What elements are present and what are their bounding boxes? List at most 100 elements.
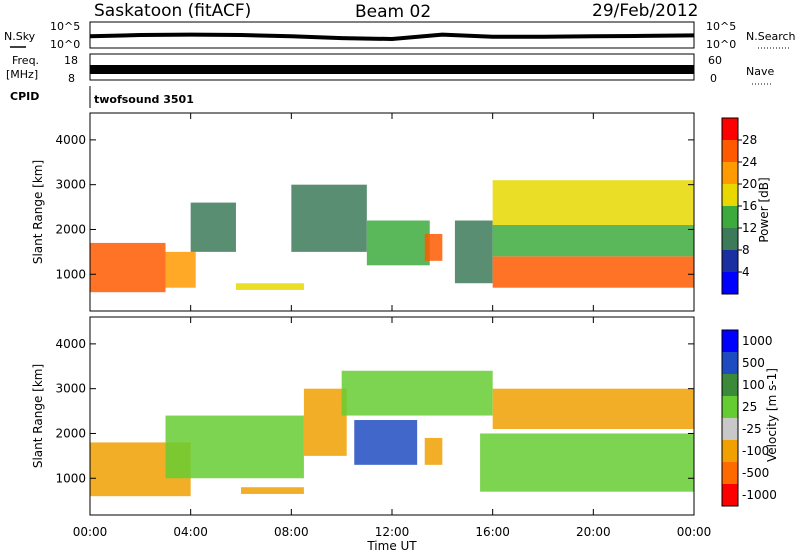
- noise-right-tick-top: 10^5: [706, 20, 736, 33]
- velocity-region: [303, 388, 347, 456]
- velocity-panel: 1000 2000 3000 4000 Slant Range [km]: [31, 316, 695, 516]
- power-panel: 1000 2000 3000 4000 Slant Range [km]: [31, 112, 695, 312]
- velocity-cbar-swatch: [722, 396, 738, 418]
- power-axes: 1000 2000 3000 4000: [55, 113, 695, 311]
- velocity-cbar-swatch: [722, 462, 738, 484]
- freq-right-tick-bottom: 0: [710, 72, 717, 85]
- velocity-region: [424, 437, 443, 465]
- power-cbar-swatch: [722, 272, 738, 294]
- velocity-cbar-tick-label: 100: [742, 378, 765, 392]
- power-region: [492, 256, 694, 288]
- velocity-cbar-tick-label: -25: [742, 422, 762, 436]
- power-region: [366, 220, 430, 266]
- x-tick-label: 12:00: [375, 525, 410, 539]
- power-cbar-swatch: [722, 250, 738, 272]
- velocity-axes: 1000 2000 3000 4000: [55, 317, 695, 515]
- power-ytick-label: 1000: [55, 267, 86, 281]
- velocity-cbar-swatch: [722, 484, 738, 506]
- noise-trace: [89, 32, 695, 42]
- velocity-ytick-label: 2000: [55, 426, 86, 440]
- velocity-region: [241, 487, 304, 494]
- cpid-program: twofsound 3501: [94, 93, 194, 106]
- velocity-cbar-tick-label: -100: [742, 444, 769, 458]
- freq-right-label: Nave: [746, 65, 774, 78]
- noise-line: [89, 32, 695, 42]
- velocity-cbar-swatch: [722, 330, 738, 352]
- power-cbar-swatch: [722, 162, 738, 184]
- velocity-ylabel: Slant Range [km]: [31, 364, 45, 468]
- noise-right-label: N.Search: [746, 30, 796, 43]
- power-cbar-tick-label: 24: [742, 155, 757, 169]
- x-axis-title: Time UT: [366, 539, 417, 553]
- cpid-panel: CPID twofsound 3501: [10, 86, 194, 108]
- power-region: [190, 202, 236, 252]
- power-region: [492, 224, 694, 257]
- power-ytick-label: 2000: [55, 222, 86, 236]
- freq-left-tick-bottom: 8: [68, 72, 75, 85]
- velocity-cbar-tick-label: 1000: [742, 334, 773, 348]
- power-ytick-label: 4000: [55, 133, 86, 147]
- x-tick-label: 04:00: [173, 525, 208, 539]
- x-tick-label: 08:00: [274, 525, 309, 539]
- velocity-region: [165, 415, 304, 479]
- station-title: Saskatoon (fitACF): [94, 1, 251, 21]
- velocity-region: [354, 420, 418, 465]
- power-region: [165, 251, 196, 288]
- velocity-colorbar: Velocity [m s-1] 1000 500 100 25 -25 -100 -500…: [721, 329, 779, 507]
- velocity-region: [492, 388, 694, 429]
- velocity-region: [480, 433, 694, 492]
- date-title: 29/Feb/2012: [592, 1, 698, 21]
- velocity-ytick-label: 1000: [55, 471, 86, 485]
- freq-left-label-2: [MHz]: [6, 68, 38, 81]
- freq-band: [90, 65, 694, 74]
- power-colorbar: Power [dB] 4 8 12 16 20 24 28: [721, 117, 771, 295]
- power-region: [492, 180, 694, 225]
- x-tick-label: 16:00: [475, 525, 510, 539]
- power-cbar-tick-label: 28: [742, 133, 757, 147]
- freq-left-label-1: Freq.: [12, 54, 39, 67]
- power-ylabel: Slant Range [km]: [31, 160, 45, 264]
- noise-right-tick-bottom: 10^0: [706, 38, 736, 51]
- noise-panel: N.Sky 10^5 10^0 10^5 10^0 N.Search: [4, 20, 796, 51]
- power-cbar-tick-label: 16: [742, 199, 757, 213]
- velocity-ytick-label: 4000: [55, 337, 86, 351]
- power-cbar-swatch: [722, 140, 738, 162]
- velocity-cbar-tick-label: -1000: [742, 488, 777, 502]
- velocity-cbar-swatch: [722, 352, 738, 374]
- power-cbar-swatch: [722, 118, 738, 140]
- power-colorbar-label: Power [dB]: [757, 177, 771, 242]
- velocity-cbar-frame: [721, 329, 739, 507]
- x-tick-labels: 00:00 04:00 08:00 12:00 16:00 20:00 00:00: [73, 525, 712, 539]
- beam-title: Beam 02: [355, 2, 431, 22]
- power-cbar-swatch: [722, 206, 738, 228]
- velocity-cbar-swatch: [722, 440, 738, 462]
- velocity-cbar-swatch: [722, 418, 738, 440]
- power-cbar-tick-label: 12: [742, 221, 757, 235]
- velocity-cbar-tick-label: 500: [742, 356, 765, 370]
- velocity-cbar-tick-label: -500: [742, 466, 769, 480]
- velocity-data: [90, 370, 694, 497]
- freq-panel: Freq. [MHz] 18 8 60 0 Nave: [6, 53, 774, 85]
- noise-left-tick-top: 10^5: [50, 20, 80, 33]
- power-cbar-tick-label: 8: [742, 243, 750, 257]
- power-cbar-swatch: [722, 228, 738, 250]
- velocity-cbar-swatch: [722, 374, 738, 396]
- power-region: [291, 184, 367, 252]
- x-tick-label: 00:00: [677, 525, 712, 539]
- power-data: [90, 180, 694, 293]
- velocity-cbar-tick-label: 25: [742, 400, 757, 414]
- power-ytick-label: 3000: [55, 178, 86, 192]
- power-cbar-tick-label: 20: [742, 177, 757, 191]
- cpid-label: CPID: [10, 90, 39, 103]
- power-region: [454, 220, 493, 284]
- noise-left-tick-bottom: 10^0: [50, 38, 80, 51]
- power-region: [424, 233, 443, 261]
- freq-right-tick-top: 60: [708, 54, 722, 67]
- power-region: [90, 242, 166, 293]
- power-cbar-tick-label: 4: [742, 265, 750, 279]
- power-region: [235, 283, 304, 290]
- velocity-colorbar-label: Velocity [m s-1]: [765, 368, 779, 462]
- velocity-ytick-label: 3000: [55, 382, 86, 396]
- freq-left-tick-top: 18: [64, 54, 78, 67]
